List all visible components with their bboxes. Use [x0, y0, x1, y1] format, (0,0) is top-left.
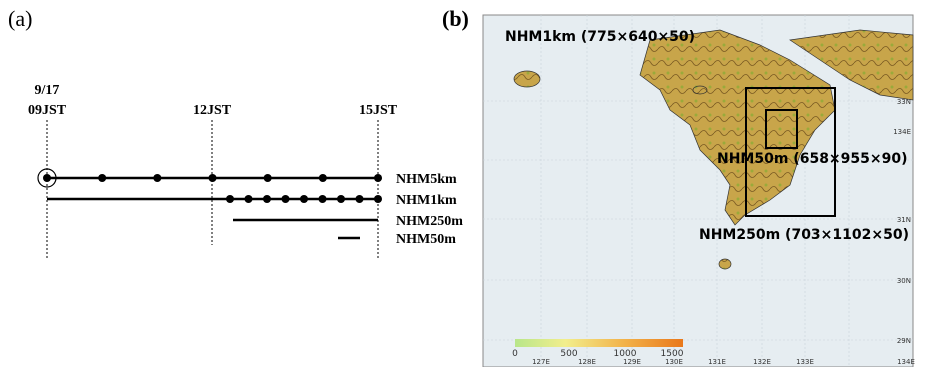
lat-label: 31N — [897, 216, 911, 224]
panel-a: (a) 9/17 09JST 12JST 15JST NHM5km NHM1km NHM2… — [8, 6, 463, 258]
output-dot — [374, 195, 382, 203]
panel-label: (a) — [8, 6, 32, 31]
lat-label: 30N — [897, 277, 911, 285]
output-dot — [319, 195, 327, 203]
model-label: NHM250m — [396, 214, 463, 229]
model-label: NHM50m — [396, 232, 456, 247]
output-dot — [43, 174, 51, 182]
lon-label: 133E — [796, 358, 814, 366]
lon-label: 130E — [665, 358, 683, 366]
domain-label: NHM1km (775×640×50) — [505, 29, 695, 45]
output-dot — [282, 195, 290, 203]
output-dot — [245, 195, 253, 203]
output-dot — [337, 195, 345, 203]
output-dot — [209, 174, 217, 182]
lat-label: 33N — [897, 98, 911, 106]
panel-label: (b) — [442, 6, 469, 31]
lat-label: 29N — [897, 337, 911, 345]
figure: (a) 9/17 09JST 12JST 15JST NHM5km NHM1km NHM2… — [0, 0, 935, 367]
output-dot — [356, 195, 364, 203]
lon-label: 134E — [897, 358, 915, 366]
output-dot — [300, 195, 308, 203]
colorbar — [515, 339, 683, 347]
model-label: NHM1km — [396, 193, 457, 208]
panel-b: (b) NHM1km (775×640×50) NHM50m (658×955×… — [442, 6, 915, 367]
model-label: NHM5km — [396, 172, 457, 187]
lon-label: 131E — [708, 358, 726, 366]
output-dot — [226, 195, 234, 203]
time-label: 12JST — [193, 103, 232, 118]
lon-label: 127E — [532, 358, 550, 366]
lat-label: 134E — [893, 128, 911, 136]
lon-label: 129E — [623, 358, 641, 366]
domain-label: NHM50m (658×955×90) — [717, 151, 908, 167]
output-dot — [153, 174, 161, 182]
output-dot — [98, 174, 106, 182]
lon-label: 132E — [753, 358, 771, 366]
output-dot — [319, 174, 327, 182]
date-label: 9/17 — [35, 83, 60, 98]
output-dot — [263, 195, 271, 203]
output-dot — [264, 174, 272, 182]
lon-label: 128E — [578, 358, 596, 366]
output-dot — [374, 174, 382, 182]
domain-label: NHM250m (703×1102×50) — [699, 227, 909, 243]
time-label: 15JST — [359, 103, 398, 118]
colorbar-tick: 500 — [560, 349, 577, 359]
colorbar-tick: 0 — [512, 349, 518, 359]
time-label: 09JST — [28, 103, 67, 118]
